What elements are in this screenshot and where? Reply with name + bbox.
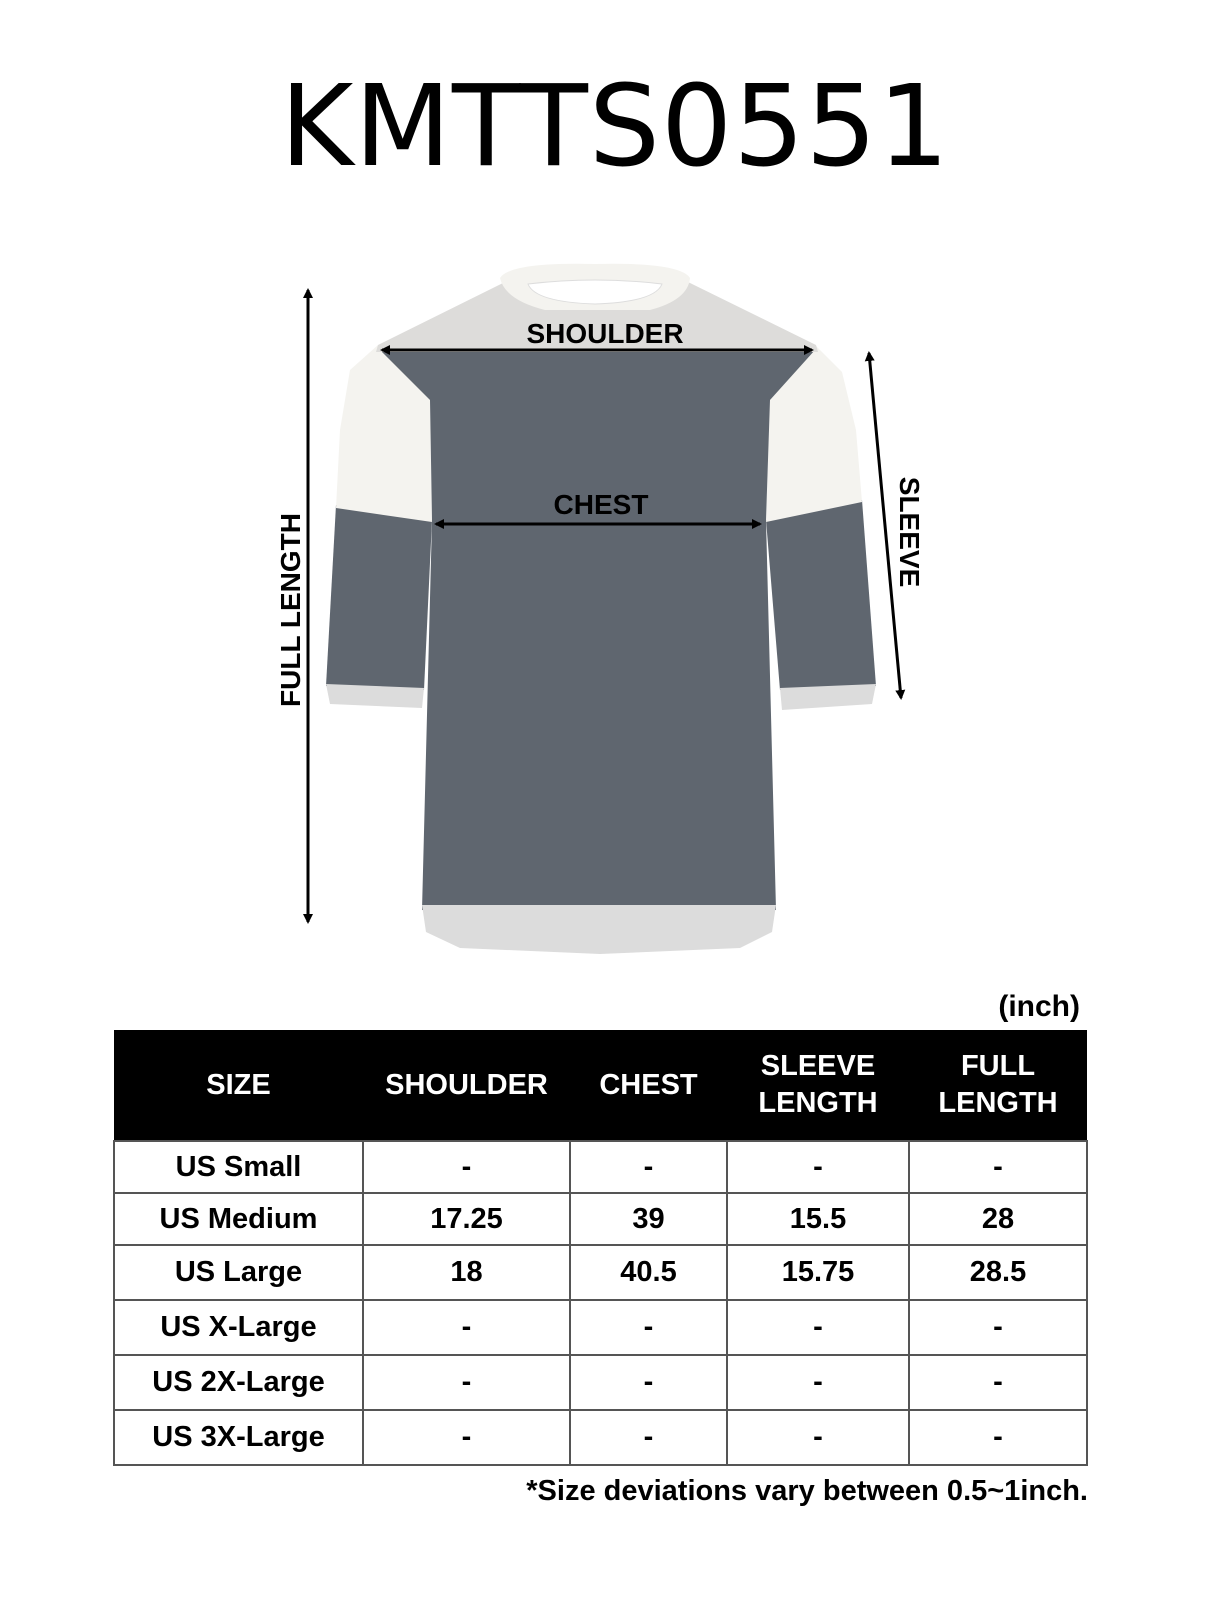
measurement-cell: - xyxy=(726,1299,910,1356)
right-cuff xyxy=(780,684,876,710)
measurement-cell: - xyxy=(569,1140,728,1194)
size-cell: US X-Large xyxy=(113,1299,364,1356)
chest-label: CHEST xyxy=(554,489,649,520)
column-header-line: SIZE xyxy=(206,1068,271,1101)
column-header-line: LENGTH xyxy=(938,1087,1058,1119)
t-shirt-illustration xyxy=(326,263,876,954)
measurement-cell: 40.5 xyxy=(569,1244,728,1301)
column-header-line: FULL xyxy=(960,1050,1036,1082)
measurement-cell: - xyxy=(908,1299,1088,1356)
unit-label: (inch) xyxy=(998,990,1080,1023)
table-row: US X-Large - - - - xyxy=(113,1299,1088,1356)
neck-inner xyxy=(527,279,663,305)
shoulder-label: SHOULDER xyxy=(526,318,683,349)
right-sleeve-upper xyxy=(766,345,862,522)
measurement-cell: 15.5 xyxy=(726,1192,910,1246)
measurement-cell: - xyxy=(569,1354,728,1411)
left-cuff xyxy=(326,684,424,708)
measurement-cell: 18 xyxy=(362,1244,571,1301)
size-cell: US 2X-Large xyxy=(113,1354,364,1411)
left-sleeve-lower xyxy=(326,505,432,690)
measurement-cell: - xyxy=(726,1409,910,1466)
column-header-line: SLEEVE xyxy=(760,1050,876,1082)
measurement-cell: - xyxy=(569,1299,728,1356)
column-header: CHEST xyxy=(570,1030,727,1141)
measurement-cell: - xyxy=(362,1354,571,1411)
table-row: US 2X-Large - - - - xyxy=(113,1354,1088,1411)
measurement-cell: - xyxy=(569,1409,728,1466)
column-header-line: SHOULDER xyxy=(385,1068,548,1101)
shirt-body xyxy=(380,350,815,910)
column-header: SIZE xyxy=(114,1030,363,1141)
sleeve-label: SLEEVE xyxy=(894,477,925,587)
measurement-cell: - xyxy=(362,1409,571,1466)
column-header: SHOULDER xyxy=(363,1030,570,1141)
table-row: US Medium 17.25 39 15.5 28 xyxy=(113,1192,1088,1246)
table-body: US Small - - - - US Medium 17.25 39 15.5 28 US Lar… xyxy=(113,1140,1088,1466)
measurement-cell: 28 xyxy=(908,1192,1088,1246)
column-header: SLEEVE LENGTH xyxy=(727,1030,909,1141)
measurement-cell: 28.5 xyxy=(908,1244,1088,1301)
measurement-cell: 39 xyxy=(569,1192,728,1246)
measurement-arrows xyxy=(303,288,906,924)
measurement-cell: 15.75 xyxy=(726,1244,910,1301)
size-chart-table: SIZE SHOULDER CHEST SLEEVE LENGTH FULL LENGTH … xyxy=(113,1030,1088,1466)
sleeve-arrow xyxy=(864,351,906,700)
measurement-cell: - xyxy=(908,1409,1088,1466)
measurement-cell: - xyxy=(908,1354,1088,1411)
size-cell: US Small xyxy=(113,1140,364,1194)
full-length-label: FULL LENGTH xyxy=(275,513,306,707)
column-header-line: CHEST xyxy=(599,1068,698,1101)
size-cell: US Large xyxy=(113,1244,364,1301)
column-header-line: LENGTH xyxy=(758,1087,878,1119)
size-cell: US Medium xyxy=(113,1192,364,1246)
hem xyxy=(422,905,776,954)
measurement-cell: - xyxy=(908,1140,1088,1194)
left-sleeve-upper xyxy=(336,345,432,522)
measurement-cell: 17.25 xyxy=(362,1192,571,1246)
right-sleeve-lower xyxy=(766,500,876,690)
measurement-cell: - xyxy=(726,1354,910,1411)
table-row: US 3X-Large - - - - xyxy=(113,1409,1088,1466)
measurement-cell: - xyxy=(362,1299,571,1356)
measurement-cell: - xyxy=(726,1140,910,1194)
table-row: US Large 18 40.5 15.75 28.5 xyxy=(113,1244,1088,1301)
table-header-row: SIZE SHOULDER CHEST SLEEVE LENGTH FULL LENGTH xyxy=(114,1030,1087,1141)
size-cell: US 3X-Large xyxy=(113,1409,364,1466)
column-header: FULL LENGTH xyxy=(909,1030,1087,1141)
product-code-title: KMTTS0551 xyxy=(279,62,951,192)
shirt-measurement-diagram: SHOULDER CHEST FULL LENGTH SLEEVE xyxy=(275,263,925,954)
measurement-cell: - xyxy=(362,1140,571,1194)
table-row: US Small - - - - xyxy=(113,1140,1088,1194)
shoulder-yoke xyxy=(376,282,818,352)
size-deviation-note: *Size deviations vary between 0.5~1inch. xyxy=(526,1475,1088,1507)
